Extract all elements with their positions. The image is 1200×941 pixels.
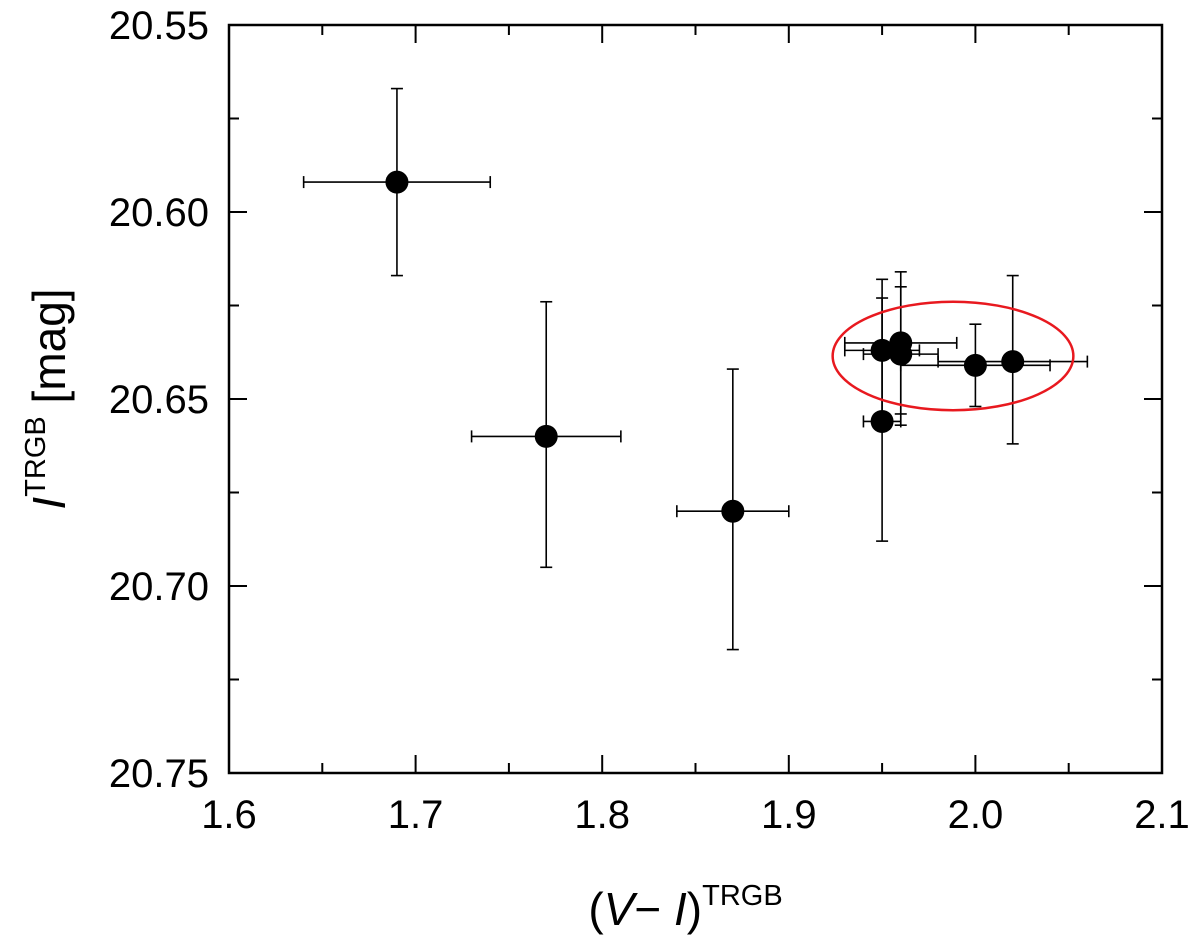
x-tick-label: 2.0: [948, 793, 1004, 837]
x-tick-label: 1.9: [761, 793, 817, 837]
x-tick-label: 1.8: [574, 793, 630, 837]
axis-ticks: [228, 24, 1163, 774]
data-point: [534, 424, 558, 448]
data-point: [963, 353, 987, 377]
data-point: [870, 338, 894, 362]
data-point: [870, 409, 894, 433]
x-axis-label-close: ): [687, 883, 702, 935]
x-axis-label-sup: TRGB: [702, 880, 783, 912]
data-point: [721, 499, 745, 523]
x-tick-label: 1.6: [201, 793, 257, 837]
x-axis-label-i: I: [674, 883, 687, 935]
highlight-ellipse: [831, 300, 1075, 412]
y-tick-label: 20.70: [109, 565, 209, 609]
y-tick-label: 20.65: [109, 378, 209, 422]
x-axis-label: (V− I)TRGB: [588, 880, 782, 935]
highlight-layer: [831, 300, 1075, 412]
y-tick-label: 20.55: [109, 4, 209, 48]
y-tick-label: 20.75: [109, 752, 209, 796]
x-tick-label: 2.1: [1134, 793, 1190, 837]
y-axis-label-i: I: [23, 497, 75, 510]
x-tick-label: 1.7: [388, 793, 444, 837]
axis-tick-labels: 1.6 1.7 1.8 1.9 2.0 2.1 20.55 20.60 20.65 20.70 20…: [109, 4, 1190, 837]
x-axis-label-minus: −: [634, 883, 674, 935]
y-axis-label-unit: [mag]: [23, 288, 75, 416]
data-point: [889, 342, 913, 366]
data-point: [385, 170, 409, 194]
data-point: [1001, 350, 1025, 374]
x-axis-label-v: V: [604, 883, 639, 935]
x-axis-label-open: (: [588, 883, 604, 935]
y-axis-label: ITRGB [mag]: [20, 288, 75, 509]
y-tick-label: 20.60: [109, 191, 209, 235]
data-points: [385, 170, 1025, 523]
plot-area-frame: [227, 23, 1164, 775]
y-axis-label-sup: TRGB: [20, 416, 52, 497]
